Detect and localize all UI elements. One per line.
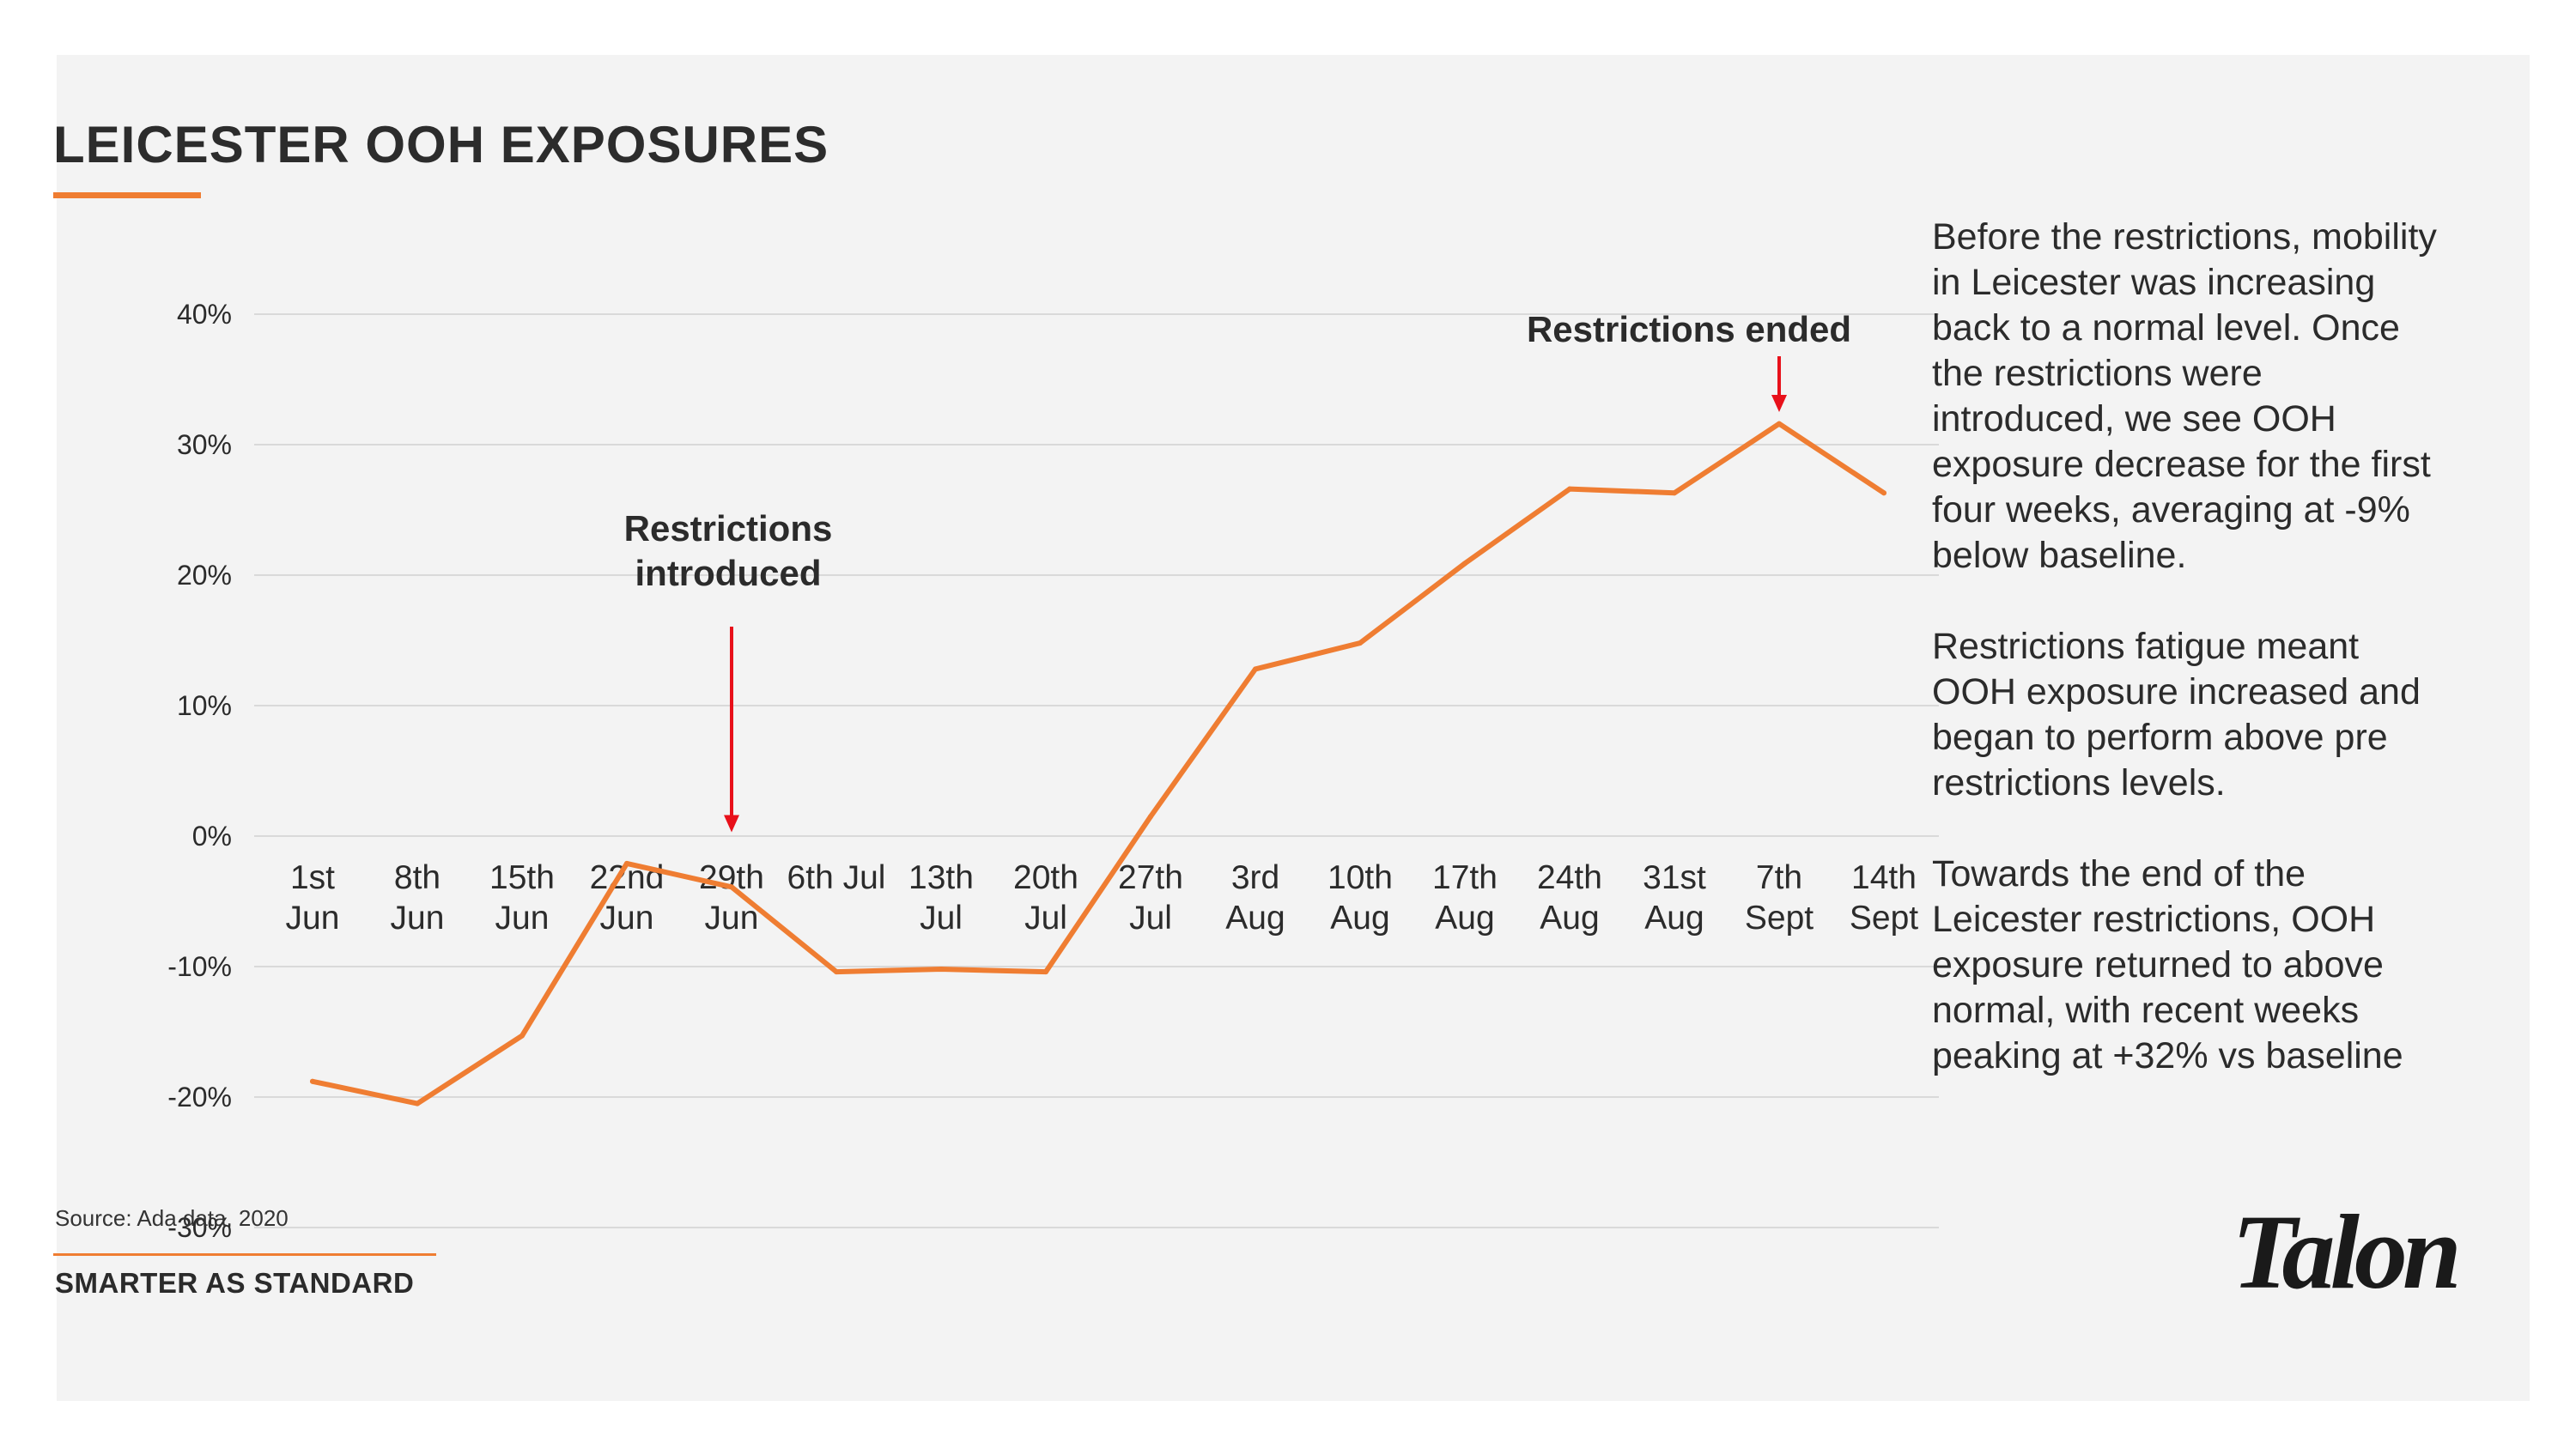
source-note: Source: Ada data, 2020 bbox=[55, 1205, 289, 1231]
x-tick-label: 17th Aug bbox=[1432, 859, 1498, 937]
x-tick-label: 24th Aug bbox=[1537, 859, 1602, 937]
commentary-panel: Before the restrictions, mobility in Lei… bbox=[1932, 215, 2447, 1125]
commentary-paragraph: Before the restrictions, mobility in Lei… bbox=[1932, 216, 2437, 576]
talon-logo: Talon bbox=[2232, 1193, 2462, 1311]
slide-background bbox=[57, 55, 2530, 1401]
y-tick-label: 30% bbox=[177, 429, 232, 460]
data-point bbox=[1148, 814, 1153, 820]
footer-divider bbox=[53, 1253, 436, 1256]
y-tick-label: -20% bbox=[167, 1082, 232, 1113]
data-point bbox=[834, 969, 839, 975]
x-tick-label: 6th Jul bbox=[787, 859, 886, 896]
y-tick-label: 10% bbox=[177, 690, 232, 721]
data-point bbox=[1462, 561, 1467, 567]
x-tick-label: 10th Aug bbox=[1327, 859, 1393, 937]
data-point bbox=[1567, 486, 1572, 492]
data-point bbox=[310, 1078, 315, 1084]
x-tick-label: 14th Sept bbox=[1850, 859, 1918, 937]
y-tick-label: 20% bbox=[177, 560, 232, 591]
data-point bbox=[1881, 490, 1886, 496]
x-tick-label: 20th Jul bbox=[1013, 859, 1078, 937]
x-tick-label: 1st Jun bbox=[286, 859, 340, 937]
annotation-arrow-head bbox=[1771, 395, 1787, 412]
data-point bbox=[1043, 969, 1048, 975]
data-point bbox=[519, 1033, 525, 1039]
y-tick-label: 40% bbox=[177, 299, 232, 330]
data-point bbox=[624, 860, 629, 866]
x-tick-label: 29th Jun bbox=[699, 859, 764, 937]
data-point bbox=[729, 884, 734, 890]
talon-logo-wordmark: Talon bbox=[2232, 1193, 2457, 1311]
y-tick-label: 0% bbox=[192, 821, 232, 852]
y-tick-label: -30% bbox=[167, 1212, 232, 1243]
data-point bbox=[415, 1100, 420, 1106]
commentary-paragraph: Restrictions fatigue meant OOH exposure … bbox=[1932, 626, 2421, 803]
tagline: SMARTER AS STANDARD bbox=[55, 1267, 415, 1299]
commentary-paragraph: Towards the end of the Leicester restric… bbox=[1932, 853, 2403, 1076]
title-underline bbox=[53, 192, 201, 198]
x-tick-label: 13th Jul bbox=[908, 859, 974, 937]
annotation-label: Restrictions introduced bbox=[624, 508, 833, 593]
data-point bbox=[939, 967, 944, 973]
x-tick-label: 3rd Aug bbox=[1225, 859, 1285, 937]
data-point bbox=[1777, 421, 1782, 427]
x-tick-label: 27th Jul bbox=[1118, 859, 1183, 937]
data-point bbox=[1253, 666, 1258, 672]
x-tick-label: 8th Jun bbox=[391, 859, 445, 937]
x-tick-label: 15th Jun bbox=[489, 859, 555, 937]
data-point bbox=[1358, 640, 1363, 646]
x-tick-label: 31st Aug bbox=[1643, 859, 1706, 937]
data-point bbox=[1672, 490, 1677, 496]
slide-title: LEICESTER OOH EXPOSURES bbox=[53, 116, 829, 173]
series-line bbox=[310, 421, 1886, 1106]
x-tick-label: 7th Sept bbox=[1745, 859, 1814, 937]
annotation-label: Restrictions ended bbox=[1527, 309, 1851, 349]
annotation-arrow-head bbox=[724, 815, 739, 833]
y-tick-label: -10% bbox=[167, 951, 232, 982]
